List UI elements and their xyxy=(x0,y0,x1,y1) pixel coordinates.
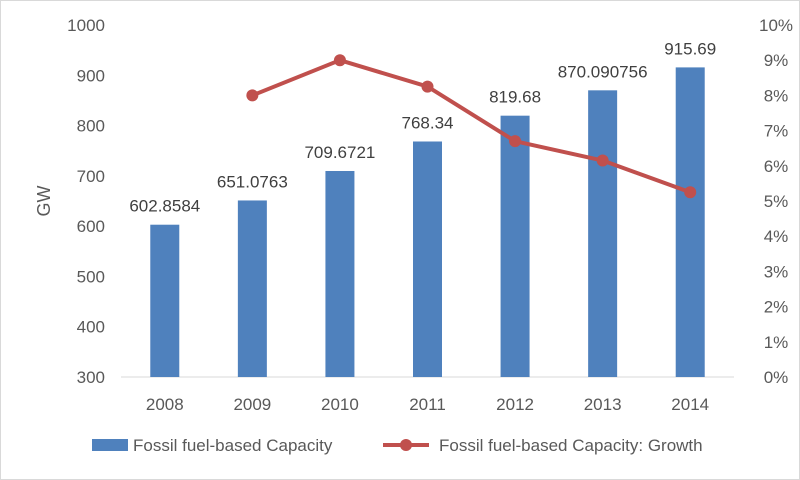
growth-point xyxy=(246,89,259,102)
y-left-tick-label: 800 xyxy=(77,117,105,136)
y-axis-title: GW xyxy=(34,185,54,216)
bar-data-label: 768.34 xyxy=(402,113,454,132)
bar-data-label: 651.0763 xyxy=(217,172,288,191)
growth-point xyxy=(509,135,522,148)
y-right-tick-label: 7% xyxy=(764,122,789,141)
bar xyxy=(150,224,180,377)
growth-point xyxy=(596,154,609,167)
bar-data-label: 819.68 xyxy=(489,88,541,107)
y-left-tick-label: 1000 xyxy=(67,16,105,35)
bar xyxy=(413,141,442,377)
legend-line-marker xyxy=(400,439,412,451)
y-right-tick-label: 10% xyxy=(759,16,793,35)
y-right-tick-label: 1% xyxy=(764,333,789,352)
y-left-tick-label: 700 xyxy=(77,167,105,186)
growth-point xyxy=(333,54,346,67)
y-left-tick-label: 600 xyxy=(77,217,105,236)
y-left-tick-label: 300 xyxy=(77,368,105,387)
x-tick-label: 2012 xyxy=(496,395,534,414)
y-left-tick-label: 500 xyxy=(77,267,105,286)
y-right-tick-label: 9% xyxy=(764,51,789,70)
y-right-tick-label: 0% xyxy=(764,368,789,387)
x-tick-label: 2009 xyxy=(233,395,271,414)
axes-layer: 300 400 500 600 700 800 900 1000 0% 1% 2% 3% 4% 5% 6% 7… xyxy=(34,16,793,414)
growth-point xyxy=(421,80,434,93)
legend-layer: Fossil fuel-based Capacity Fossil fuel-b… xyxy=(92,436,703,455)
legend-bar-swatch xyxy=(92,439,128,451)
line-layer xyxy=(246,54,697,199)
bar xyxy=(325,170,355,377)
growth-point xyxy=(684,186,697,199)
bar-data-label: 870.090756 xyxy=(558,62,648,81)
bar-data-label: 915.69 xyxy=(664,39,716,58)
x-tick-label: 2008 xyxy=(146,395,184,414)
growth-line xyxy=(250,58,693,195)
bar xyxy=(588,90,618,377)
y-right-tick-label: 8% xyxy=(764,86,789,105)
y-right-tick-label: 2% xyxy=(764,298,789,317)
y-right-tick-label: 6% xyxy=(764,157,789,176)
y-left-tick-label: 900 xyxy=(77,66,105,85)
bar-data-label: 602.8584 xyxy=(129,197,200,216)
legend-line-label: Fossil fuel-based Capacity: Growth xyxy=(439,436,703,455)
legend-bar-label: Fossil fuel-based Capacity xyxy=(133,436,333,455)
bar xyxy=(237,200,267,377)
x-tick-label: 2014 xyxy=(671,395,709,414)
x-tick-label: 2010 xyxy=(321,395,359,414)
y-right-tick-label: 5% xyxy=(764,192,789,211)
labels-layer: 602.8584 651.0763 709.6721 768.34 819.68 870.… xyxy=(129,39,716,215)
bar xyxy=(675,67,705,378)
y-right-tick-label: 3% xyxy=(764,262,789,281)
bar-data-label: 709.6721 xyxy=(304,143,375,162)
x-tick-label: 2011 xyxy=(409,395,446,414)
y-left-tick-label: 400 xyxy=(77,318,105,337)
bar xyxy=(500,115,530,377)
y-right-tick-label: 4% xyxy=(764,227,789,246)
x-tick-label: 2013 xyxy=(584,395,622,414)
bars-layer xyxy=(150,67,705,378)
